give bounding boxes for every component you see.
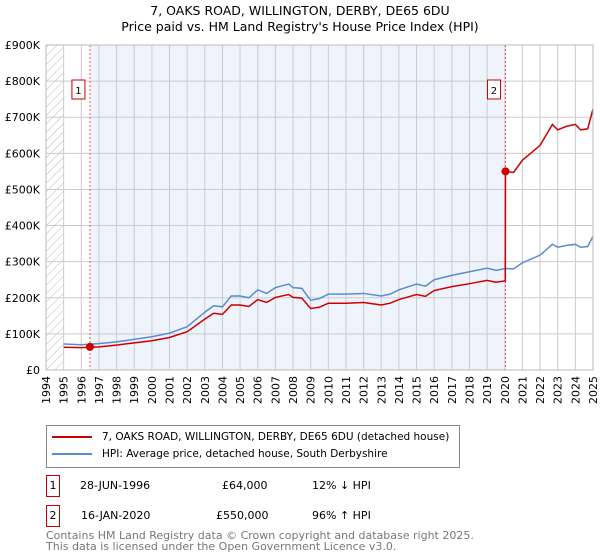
y-tick-label: £400K [5, 220, 41, 233]
x-tick-label: 2014 [393, 376, 406, 404]
x-tick-label: 1997 [93, 376, 106, 404]
legend-label: 7, OAKS ROAD, WILLINGTON, DERBY, DE65 6D… [102, 431, 450, 443]
plot-area: 1994 1995 1996 1997 1998 1999 2000 2001 2002 2003… [5, 39, 600, 404]
legend: 7, OAKS ROAD, WILLINGTON, DERBY, DE65 6D… [46, 425, 460, 468]
annotation-label: 2 [491, 86, 497, 97]
hatched-region [46, 45, 64, 370]
x-tick-label: 2019 [481, 376, 494, 404]
x-tick-label: 2003 [199, 376, 212, 404]
x-tick-label: 1996 [75, 376, 88, 404]
footer: Contains HM Land Registry data © Crown c… [46, 530, 474, 552]
x-tick-label: 2008 [287, 376, 300, 404]
x-tick-label: 1995 [58, 376, 71, 404]
footer-line: This data is licensed under the Open Gov… [46, 540, 397, 553]
y-tick-label: £100K [5, 328, 41, 341]
annotation-box [71, 79, 86, 100]
annotation-box [486, 79, 501, 100]
legend-item-hpi: HPI: Average price, detached house, Sout… [52, 448, 388, 460]
x-tick-label: 1998 [111, 376, 124, 404]
x-tick-label: 2002 [181, 376, 194, 404]
x-tick-label: 2000 [146, 376, 159, 404]
y-tick-label: £200K [5, 292, 41, 305]
legend-item-property: 7, OAKS ROAD, WILLINGTON, DERBY, DE65 6D… [52, 431, 449, 443]
transaction-price: £64,000 [222, 479, 268, 492]
x-tick-label: 2012 [358, 376, 371, 404]
annotation-label: 1 [75, 86, 81, 97]
shaded-ownership-region [89, 45, 506, 370]
transaction-hpi: 12% ↓ HPI [312, 479, 371, 492]
x-tick-label: 1999 [128, 376, 141, 404]
legend-swatch [52, 436, 92, 438]
y-tick-label: £800K [5, 75, 41, 88]
transaction-price: £550,000 [216, 509, 269, 522]
x-tick-label: 2009 [305, 376, 318, 404]
legend-label: HPI: Average price, detached house, Sout… [102, 448, 388, 460]
x-tick-label: 2010 [322, 376, 335, 404]
transaction-hpi: 96% ↑ HPI [312, 509, 371, 522]
transaction-date: 16-JAN-2020 [81, 509, 151, 522]
chart-subtitle: Price paid vs. HM Land Registry's House … [121, 19, 479, 34]
x-tick-label: 2013 [375, 376, 388, 404]
footer-line: Contains HM Land Registry data © Crown c… [46, 529, 474, 542]
x-tick-label: 2007 [269, 376, 282, 404]
y-tick-label: £600K [5, 147, 41, 160]
x-tick-label: 2025 [587, 376, 600, 404]
x-tick-label: 2006 [252, 376, 265, 404]
x-tick-label: 2004 [216, 376, 229, 404]
x-tick-label: 2005 [234, 376, 247, 404]
plot-border [45, 44, 594, 371]
legend-swatch [52, 453, 92, 455]
transaction-badge: 2 [46, 505, 60, 527]
x-tick-label: 2024 [569, 376, 582, 404]
x-tick-label: 2011 [340, 376, 353, 404]
x-tick-label: 2023 [552, 376, 565, 404]
y-tick-label: £900K [5, 39, 41, 52]
chart-title: 7, OAKS ROAD, WILLINGTON, DERBY, DE65 6D… [150, 3, 450, 18]
x-tick-label: 2015 [411, 376, 424, 404]
x-tick-label: 1994 [40, 376, 53, 404]
transaction-row: 1 28-JUN-1996 £64,000 12% ↓ HPI [46, 475, 546, 497]
property-series-line [63, 108, 594, 349]
y-tick-label: £700K [5, 111, 41, 124]
x-tick-label: 2022 [534, 376, 547, 404]
y-tick-label: £300K [5, 256, 41, 269]
x-tick-label: 2016 [428, 376, 441, 404]
transaction-row: 2 16-JAN-2020 £550,000 96% ↑ HPI [46, 505, 546, 527]
transaction-badge: 1 [46, 475, 60, 497]
x-tick-label: 2018 [463, 376, 476, 404]
y-tick-label: £500K [5, 183, 41, 196]
sale-point [501, 167, 510, 176]
x-tick-label: 2001 [164, 376, 177, 404]
x-tick-label: 2020 [499, 376, 512, 404]
y-tick-label: £0 [26, 364, 40, 377]
transaction-date: 28-JUN-1996 [80, 479, 151, 492]
x-tick-label: 2017 [446, 376, 459, 404]
hpi-series-line [63, 236, 594, 346]
sale-point [85, 342, 94, 351]
x-tick-label: 2021 [516, 376, 529, 404]
